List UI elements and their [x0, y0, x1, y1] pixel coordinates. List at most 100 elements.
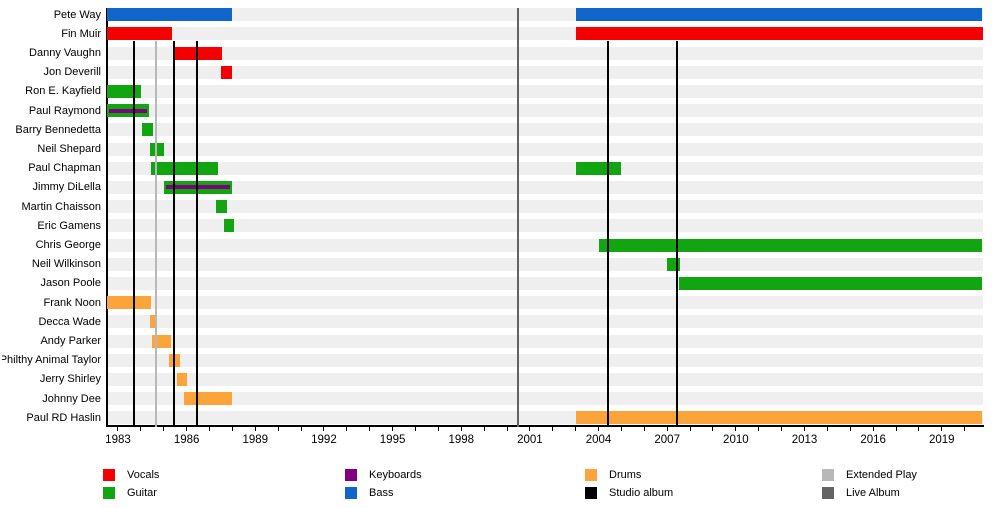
- timeline-bar-guitar: [667, 257, 680, 271]
- release-line-extended-play: [154, 41, 157, 427]
- axis-tick: [483, 427, 485, 431]
- timeline-bar-keyboards: [165, 185, 231, 190]
- axis-line: [106, 425, 984, 427]
- legend-swatch-extended-play: [822, 469, 834, 481]
- row-stripe: [107, 392, 983, 406]
- legend-label: Vocals: [127, 469, 160, 481]
- legend-label: Extended Play: [846, 469, 917, 481]
- member-label: Paul RD Haslin: [26, 411, 101, 424]
- axis-tick: [941, 427, 943, 431]
- plot-left-border: [106, 8, 108, 427]
- timeline-bar-guitar: [598, 238, 982, 252]
- member-label: Neil Shepard: [37, 143, 101, 155]
- member-label: Andy Parker: [40, 335, 101, 347]
- axis-year-label: 1989: [242, 434, 269, 446]
- axis-tick: [460, 427, 462, 431]
- row-stripe: [107, 104, 983, 118]
- axis-tick: [414, 427, 416, 431]
- axis-tick: [506, 427, 508, 431]
- member-label: Jerry Shirley: [39, 373, 101, 386]
- axis-tick: [552, 427, 554, 431]
- member-label: Jimmy DiLella: [32, 181, 101, 194]
- axis-year-label: 2019: [929, 434, 955, 446]
- timeline-bar-guitar: [107, 84, 141, 98]
- axis-tick: [254, 427, 256, 431]
- legend-label: Live Album: [846, 487, 900, 499]
- axis-tick: [918, 427, 920, 431]
- row-stripe: [107, 257, 983, 271]
- timeline-bar-guitar: [142, 123, 154, 137]
- axis-tick: [804, 427, 805, 431]
- axis-tick: [369, 427, 371, 431]
- axis-tick: [895, 427, 897, 431]
- axis-tick: [186, 427, 188, 431]
- axis-tick: [964, 427, 966, 431]
- axis-tick: [323, 427, 325, 431]
- axis-tick: [872, 427, 874, 431]
- legend-swatch-bass: [345, 487, 357, 499]
- timeline-bar-guitar: [575, 161, 622, 175]
- release-line-live-album: [516, 8, 519, 427]
- axis-tick: [231, 427, 233, 431]
- member-label: Danny Vaughn: [29, 47, 101, 59]
- axis-year-label: 1986: [173, 434, 200, 446]
- axis-year-label: 1983: [105, 434, 131, 446]
- axis-tick: [163, 427, 165, 431]
- row-stripe: [107, 353, 983, 367]
- axis-tick: [849, 427, 851, 431]
- axis-tick: [117, 427, 119, 431]
- member-label: Barry Bennedetta: [15, 123, 101, 136]
- axis-tick: [300, 427, 302, 431]
- legend-swatch-keyboards: [345, 469, 357, 481]
- legend-swatch-drums: [585, 469, 597, 481]
- legend-label: Drums: [609, 469, 642, 481]
- axis-year-label: 2016: [860, 434, 886, 446]
- axis-year-label: 2013: [791, 434, 818, 446]
- axis-year-label: 1995: [379, 434, 406, 446]
- axis-tick: [735, 427, 737, 431]
- axis-tick: [437, 427, 439, 431]
- axis-year-label: 1992: [311, 434, 337, 446]
- axis-tick: [209, 427, 211, 431]
- legend-label: Studio album: [609, 487, 674, 499]
- row-stripe: [107, 142, 983, 156]
- axis-tick: [643, 427, 645, 431]
- axis-tick: [826, 427, 828, 431]
- axis-tick: [781, 427, 783, 431]
- legend-label: Guitar: [127, 487, 157, 499]
- row-stripe: [107, 219, 983, 233]
- row-stripe: [107, 200, 983, 214]
- member-label: Paul Chapman: [28, 162, 101, 175]
- timeline-bar-bass: [107, 8, 233, 22]
- timeline-bar-vocals: [175, 46, 223, 60]
- release-line-studio-album: [195, 41, 198, 427]
- axis-year-label: 2004: [585, 434, 612, 446]
- member-label: Jon Deverill: [43, 66, 101, 79]
- row-stripe: [107, 372, 983, 386]
- release-line-studio-album: [173, 41, 176, 427]
- axis-tick: [598, 427, 600, 431]
- release-line-studio-album: [606, 41, 609, 427]
- axis-tick: [712, 427, 714, 431]
- legend-swatch-guitar: [103, 487, 115, 499]
- row-stripe: [107, 123, 983, 137]
- legend-swatch-studio-album: [585, 487, 597, 499]
- axis-tick: [575, 427, 577, 431]
- axis-year-label: 2001: [517, 434, 543, 446]
- axis-tick: [277, 427, 279, 431]
- member-label: Pete Way: [53, 8, 101, 21]
- member-label: Johnny Dee: [42, 392, 101, 405]
- timeline-bar-drums: [177, 372, 187, 386]
- timeline-bar-drums: [575, 411, 982, 425]
- axis-tick: [529, 427, 531, 431]
- member-label: Decca Wade: [38, 315, 101, 328]
- legend-label: Keyboards: [369, 469, 422, 481]
- legend-swatch-live-album: [822, 487, 834, 499]
- legend-label: Bass: [369, 487, 394, 499]
- row-stripe: [107, 180, 983, 194]
- timeline-bar-vocals: [575, 27, 983, 41]
- member-label: Jason Poole: [40, 277, 101, 290]
- row-stripe: [107, 161, 983, 175]
- row-stripe: [107, 84, 983, 98]
- row-stripe: [107, 334, 983, 348]
